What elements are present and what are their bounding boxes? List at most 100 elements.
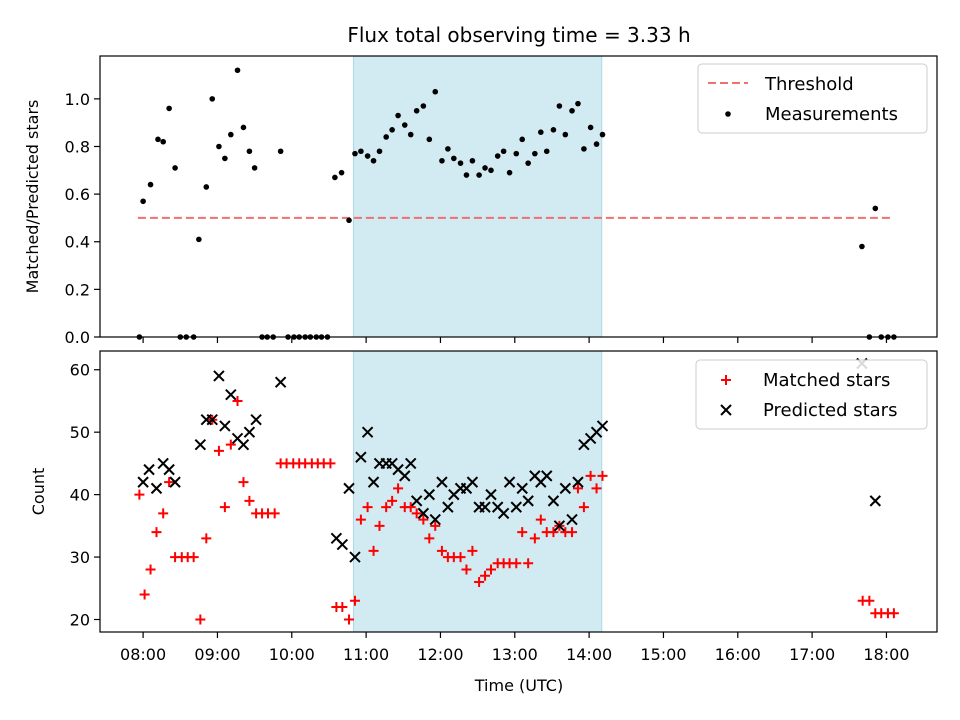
predicted-star-point: [361, 426, 374, 438]
measurement-point: [457, 160, 464, 166]
predicted-star-point: [194, 438, 207, 451]
measurement-point: [519, 136, 526, 143]
matched-star-point: [244, 495, 255, 506]
measurement-point: [872, 205, 879, 212]
matched-star-point: [485, 564, 496, 575]
predicted-star-point: [237, 438, 250, 451]
measurement-point: [338, 169, 345, 176]
measurement-point: [476, 172, 482, 178]
y-tick-label: 0.8: [65, 137, 90, 156]
matched-star-point: [145, 564, 156, 575]
panel-bottom-counts: 20 30 40 50 60 08:00 09:00 10:00 11:00 12:00 13:0…: [29, 350, 938, 695]
measurement-point: [222, 155, 228, 162]
matched-star-point: [213, 445, 224, 456]
predicted-stars-points: [137, 357, 882, 563]
y-tick-label: 1.0: [65, 90, 90, 109]
y-tick-label: 40: [70, 486, 90, 505]
matched-star-point: [597, 470, 608, 481]
matched-star-point: [461, 564, 472, 575]
matched-star-point: [436, 545, 447, 556]
y-tick-label: 0.0: [65, 328, 90, 347]
measurement-point: [166, 105, 172, 112]
predicted-star-point: [243, 426, 256, 438]
predicted-star-point: [225, 389, 237, 401]
measurement-point: [277, 148, 284, 155]
observing-window-bottom: [352, 350, 603, 633]
x-tick-label: 18:00: [863, 645, 909, 664]
matched-star-point: [151, 527, 162, 538]
measurement-point: [439, 157, 445, 164]
predicted-star-point: [219, 420, 231, 432]
predicted-star-point: [169, 476, 181, 488]
legend-threshold-label: Threshold: [764, 74, 854, 95]
matched-star-point: [164, 477, 175, 488]
predicted-star-point: [405, 457, 417, 470]
measurement-point: [556, 103, 563, 109]
predicted-star-point: [596, 420, 609, 432]
matched-star-point: [344, 614, 355, 625]
x-tick-label: 10:00: [269, 645, 315, 664]
panel-top-ratio: 0.0 0.2 0.4 0.6 0.8 1.0 Matched/Predicted sta…: [23, 55, 938, 347]
predicted-star-point: [336, 538, 349, 551]
measurement-point: [209, 96, 216, 102]
matched-star-point: [467, 545, 478, 556]
matched-star-point: [368, 545, 379, 556]
y-tick-label: 60: [70, 361, 90, 380]
measurement-point: [376, 148, 383, 155]
matched-star-point: [430, 520, 441, 531]
legend-predicted-label: Predicted stars: [763, 400, 897, 421]
predicted-star-point: [143, 463, 155, 476]
measurement-point: [216, 143, 222, 150]
predicted-star-point: [206, 413, 218, 426]
predicted-star-point: [429, 513, 441, 526]
measurement-point: [525, 160, 531, 166]
measurement-point: [562, 131, 569, 138]
matched-star-point: [864, 595, 875, 606]
measurement-point: [543, 148, 550, 155]
predicted-star-point: [349, 551, 361, 563]
measurement-point: [234, 67, 241, 74]
predicted-star-point: [343, 482, 355, 495]
matched-star-point: [455, 552, 466, 563]
legend-bottom: Matched stars Predicted stars: [695, 359, 928, 430]
matched-star-point: [480, 570, 491, 581]
measurement-point: [445, 146, 451, 152]
measurement-point: [228, 131, 234, 138]
predicted-star-point: [553, 520, 566, 532]
measurement-point: [395, 112, 401, 119]
predicted-star-point: [250, 413, 262, 426]
measurement-point: [140, 198, 146, 205]
measurement-point: [251, 165, 258, 171]
x-tick-label: 12:00: [417, 645, 463, 664]
predicted-star-point: [547, 495, 560, 507]
measurement-point: [500, 148, 507, 155]
x-tick-label: 09:00: [194, 645, 240, 664]
matched-star-point: [411, 508, 422, 519]
measurement-point: [532, 150, 538, 157]
y-tick-label: 50: [70, 423, 90, 442]
matched-star-point: [355, 514, 366, 525]
ratio-points: [136, 67, 897, 340]
y-tick-label: 20: [70, 611, 90, 630]
matched-star-point: [517, 527, 528, 538]
measurement-point: [346, 217, 352, 224]
predicted-star-point: [442, 501, 454, 513]
legend-box: [697, 63, 928, 134]
legend-matched-swatch: [721, 375, 731, 385]
measurement-point: [332, 174, 338, 181]
measurement-point: [451, 155, 457, 162]
measurement-point: [358, 148, 364, 155]
observing-window-top: [352, 55, 603, 338]
measurement-point: [587, 124, 594, 131]
predicted-star-point: [503, 476, 516, 488]
y-tick-label: 30: [70, 548, 90, 567]
matched-star-point: [374, 520, 385, 531]
x-ticks-top: [142, 337, 888, 343]
matched-star-point: [548, 527, 559, 538]
matched-star-point: [188, 552, 199, 563]
matched-star-point: [418, 514, 429, 525]
matched-star-point: [387, 495, 398, 506]
measurement-point: [432, 88, 439, 95]
measurement-point: [599, 131, 606, 138]
